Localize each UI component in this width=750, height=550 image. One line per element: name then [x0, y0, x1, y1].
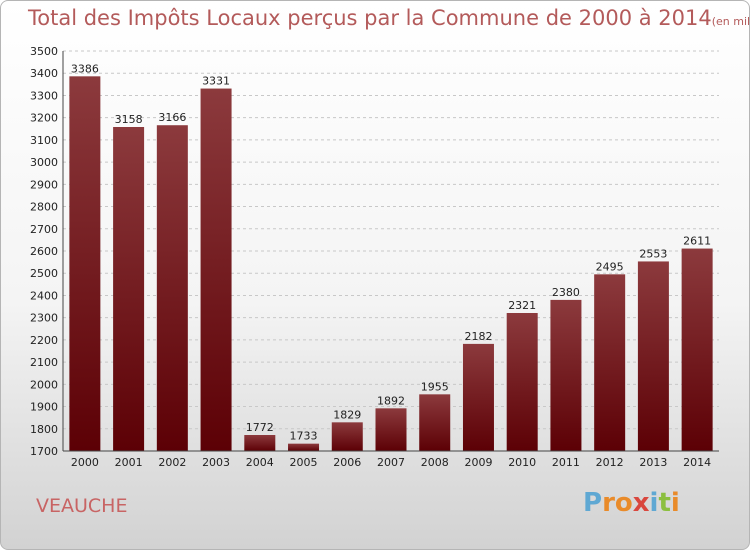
y-tick-label: 2200	[30, 334, 58, 347]
y-tick-label: 2500	[30, 267, 58, 280]
x-tick-label: 2011	[552, 456, 580, 469]
data-label: 2495	[596, 260, 624, 273]
data-label: 2611	[683, 235, 711, 248]
logo-letter: r	[602, 488, 615, 518]
proxiti-logo[interactable]: Proxiti	[583, 488, 680, 518]
y-tick-label: 3500	[30, 45, 58, 58]
title-text: Total des Impôts Locaux perçus par la Co…	[28, 6, 712, 30]
y-tick-label: 1800	[30, 423, 58, 436]
logo-letter: o	[614, 488, 633, 518]
data-label: 3158	[115, 113, 143, 126]
y-tick-label: 2400	[30, 289, 58, 302]
bar	[681, 248, 713, 451]
bar	[594, 274, 626, 451]
data-label: 2380	[552, 286, 580, 299]
y-tick-label: 2300	[30, 312, 58, 325]
commune-name: VEAUCHE	[36, 495, 128, 517]
y-tick-label: 3100	[30, 134, 58, 147]
x-tick-label: 2010	[508, 456, 536, 469]
bar	[375, 408, 407, 451]
data-label: 1733	[290, 430, 318, 443]
chart-title: Total des Impôts Locaux perçus par la Co…	[28, 6, 750, 30]
x-tick-label: 2000	[71, 456, 99, 469]
data-label: 3166	[158, 111, 186, 124]
bar	[200, 88, 232, 452]
x-tick-label: 2005	[290, 456, 318, 469]
y-tick-label: 2000	[30, 378, 58, 391]
data-label: 3386	[71, 62, 99, 75]
data-label: 1829	[333, 408, 361, 421]
y-tick-label: 2100	[30, 356, 58, 369]
x-tick-label: 2004	[246, 456, 274, 469]
bar	[419, 394, 451, 451]
x-tick-label: 2008	[421, 456, 449, 469]
y-tick-label: 3200	[30, 112, 58, 125]
unit-text: (en milliers d'€)	[711, 15, 750, 28]
y-tick-label: 3400	[30, 67, 58, 80]
bar	[288, 443, 320, 451]
logo-letter: x	[632, 488, 650, 518]
logo-letter: i	[649, 488, 659, 518]
y-tick-label: 3000	[30, 156, 58, 169]
x-tick-label: 2012	[596, 456, 624, 469]
logo-letter: P	[583, 488, 603, 518]
x-tick-label: 2002	[158, 456, 186, 469]
x-tick-label: 2013	[639, 456, 667, 469]
logo-letter: t	[658, 488, 671, 518]
data-label: 2321	[508, 299, 536, 312]
bar	[69, 76, 101, 451]
data-label: 1772	[246, 421, 274, 434]
bar	[113, 127, 145, 451]
bar	[462, 343, 494, 451]
x-tick-label: 2009	[464, 456, 492, 469]
data-label: 1955	[421, 380, 449, 393]
bar	[331, 422, 363, 451]
bar	[637, 261, 669, 451]
y-tick-label: 2900	[30, 178, 58, 191]
data-label: 2182	[464, 330, 492, 343]
logo-letter: i	[670, 488, 680, 518]
bar	[244, 435, 276, 451]
x-tick-label: 2006	[333, 456, 361, 469]
data-label: 2553	[639, 247, 667, 260]
x-tick-label: 2014	[683, 456, 711, 469]
y-tick-label: 1900	[30, 401, 58, 414]
data-label: 3331	[202, 75, 230, 88]
y-tick-label: 1700	[30, 445, 58, 458]
y-tick-label: 2700	[30, 223, 58, 236]
x-tick-label: 2007	[377, 456, 405, 469]
data-label: 1892	[377, 394, 405, 407]
bar	[506, 313, 538, 451]
y-tick-label: 3300	[30, 89, 58, 102]
y-tick-label: 2600	[30, 245, 58, 258]
y-tick-label: 2800	[30, 201, 58, 214]
bar	[156, 125, 188, 451]
bar	[550, 299, 582, 451]
x-tick-label: 2001	[115, 456, 143, 469]
x-tick-label: 2003	[202, 456, 230, 469]
